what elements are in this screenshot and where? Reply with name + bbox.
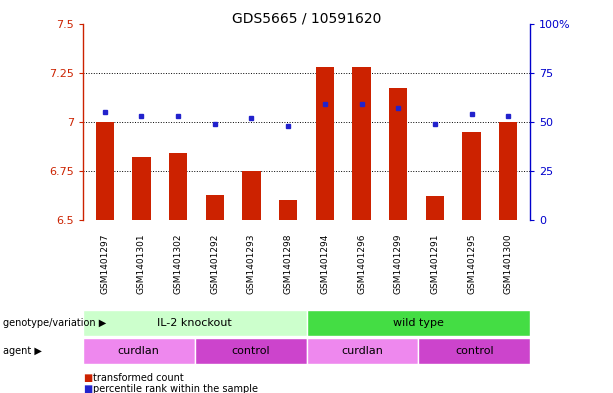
Text: genotype/variation ▶: genotype/variation ▶ — [3, 318, 106, 328]
Bar — [169, 153, 188, 220]
Text: ■: ■ — [83, 384, 92, 393]
Bar — [96, 122, 114, 220]
Text: transformed count: transformed count — [93, 373, 184, 383]
Text: curdlan: curdlan — [118, 346, 159, 356]
Bar — [279, 200, 297, 220]
Text: GDS5665 / 10591620: GDS5665 / 10591620 — [232, 12, 381, 26]
Text: GSM1401295: GSM1401295 — [467, 233, 476, 294]
Text: GSM1401297: GSM1401297 — [101, 233, 109, 294]
Bar — [306, 310, 530, 336]
Bar — [132, 157, 151, 220]
Text: curdlan: curdlan — [341, 346, 383, 356]
Text: control: control — [231, 346, 270, 356]
Text: control: control — [455, 346, 493, 356]
Text: GSM1401299: GSM1401299 — [394, 233, 403, 294]
Bar — [205, 195, 224, 220]
Text: GSM1401294: GSM1401294 — [321, 233, 329, 294]
Bar — [425, 196, 444, 220]
Text: GSM1401301: GSM1401301 — [137, 233, 146, 294]
Bar — [242, 171, 261, 220]
Text: GSM1401292: GSM1401292 — [210, 233, 219, 294]
Text: GSM1401300: GSM1401300 — [504, 233, 512, 294]
Text: GSM1401293: GSM1401293 — [247, 233, 256, 294]
Bar — [195, 338, 306, 364]
Text: IL-2 knockout: IL-2 knockout — [158, 318, 232, 328]
Text: GSM1401298: GSM1401298 — [284, 233, 292, 294]
Bar — [83, 310, 306, 336]
Bar — [499, 122, 517, 220]
Text: GSM1401291: GSM1401291 — [430, 233, 440, 294]
Bar — [306, 338, 418, 364]
Text: GSM1401302: GSM1401302 — [173, 233, 183, 294]
Bar — [462, 132, 481, 220]
Text: wild type: wild type — [393, 318, 444, 328]
Text: agent ▶: agent ▶ — [3, 346, 42, 356]
Bar — [316, 67, 334, 220]
Bar — [83, 338, 195, 364]
Bar — [352, 67, 371, 220]
Text: percentile rank within the sample: percentile rank within the sample — [93, 384, 258, 393]
Bar — [418, 338, 530, 364]
Bar — [389, 88, 408, 220]
Text: GSM1401296: GSM1401296 — [357, 233, 366, 294]
Text: ■: ■ — [83, 373, 92, 383]
